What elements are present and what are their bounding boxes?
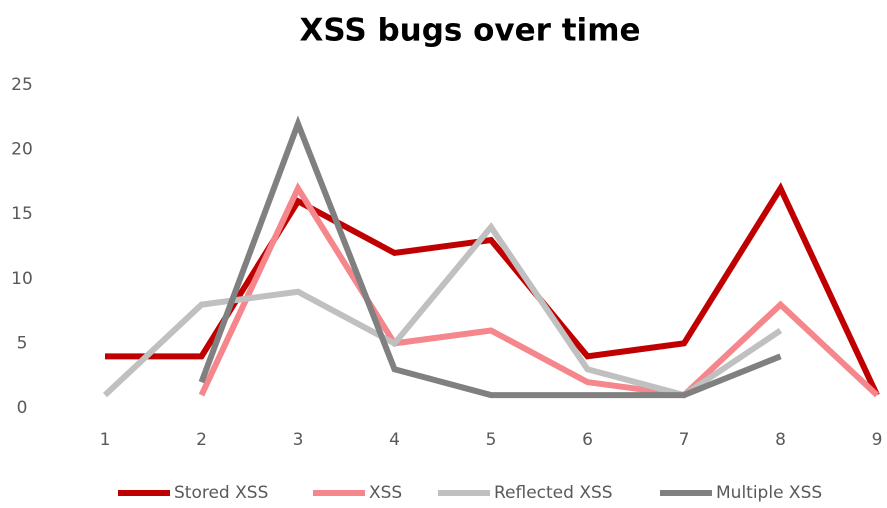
x-tick-label: 7: [679, 430, 690, 450]
series-line: [198, 182, 880, 399]
legend-label: Multiple XSS: [716, 483, 822, 503]
y-tick-label: 10: [11, 269, 33, 289]
legend-label: XSS: [369, 483, 402, 503]
x-tick-label: 3: [293, 430, 304, 450]
x-tick-label: 2: [196, 430, 207, 450]
chart-title: XSS bugs over time: [299, 13, 640, 49]
legend-label: Stored XSS: [174, 483, 268, 503]
y-tick-label: 15: [11, 204, 33, 224]
legend-label: Reflected XSS: [494, 483, 613, 503]
y-tick-label: 0: [17, 398, 28, 418]
y-tick-label: 25: [11, 75, 33, 95]
x-tick-label: 9: [872, 430, 883, 450]
series-line: [105, 182, 880, 397]
x-tick-label: 5: [486, 430, 497, 450]
x-tick-label: 6: [582, 430, 593, 450]
y-tick-label: 5: [17, 333, 28, 353]
series-line: [198, 115, 782, 399]
x-tick-label: 4: [389, 430, 400, 450]
x-tick-label: 1: [100, 430, 111, 450]
x-tick-label: 8: [775, 430, 786, 450]
y-tick-label: 20: [11, 140, 33, 160]
series-line: [102, 222, 783, 399]
